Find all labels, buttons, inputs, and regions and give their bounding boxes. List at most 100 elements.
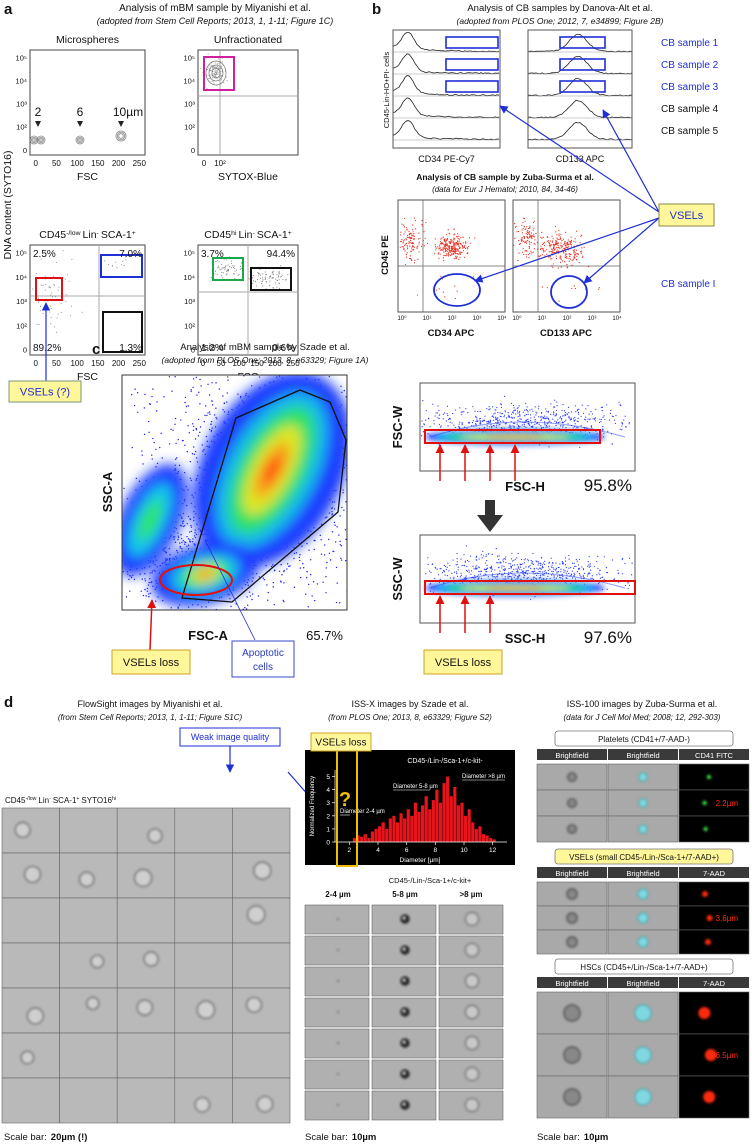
event-dot bbox=[582, 255, 584, 257]
event-dot bbox=[264, 276, 266, 278]
event-dot bbox=[540, 427, 542, 429]
event-dot bbox=[587, 266, 590, 268]
event-dot bbox=[149, 578, 151, 580]
event-dot bbox=[551, 251, 553, 253]
event-dot bbox=[170, 428, 172, 430]
event-dot bbox=[588, 566, 590, 568]
event-dot bbox=[543, 251, 545, 253]
cell bbox=[704, 1049, 717, 1061]
event-dot bbox=[531, 252, 533, 254]
event-dot bbox=[187, 606, 190, 608]
event-dot bbox=[440, 425, 442, 427]
event-dot bbox=[36, 272, 38, 274]
event-dot bbox=[205, 435, 208, 438]
label: (adopted from Stem Cell Reports; 2013, 1… bbox=[97, 16, 333, 26]
event-dot bbox=[252, 275, 254, 277]
event-dot bbox=[169, 348, 170, 349]
event-dot bbox=[50, 317, 52, 319]
event-dot bbox=[571, 287, 573, 290]
event-dot bbox=[156, 401, 158, 403]
event-dot bbox=[344, 529, 347, 531]
event-dot bbox=[400, 240, 403, 242]
event-dot bbox=[581, 234, 583, 237]
event-dot bbox=[526, 234, 529, 236]
event-dot bbox=[511, 402, 513, 405]
event-dot bbox=[198, 615, 199, 616]
event-dot bbox=[544, 570, 546, 572]
event-dot bbox=[305, 576, 308, 579]
event-dot bbox=[510, 558, 513, 560]
event-dot bbox=[550, 250, 552, 253]
event-dot bbox=[428, 570, 431, 572]
event-dot bbox=[296, 372, 297, 373]
gate bbox=[212, 257, 244, 281]
event-dot bbox=[621, 425, 623, 427]
gate-polygon bbox=[181, 389, 347, 603]
event-dot bbox=[603, 415, 605, 417]
event-dot bbox=[115, 562, 116, 563]
event-dot bbox=[201, 444, 203, 446]
event-dot bbox=[309, 287, 310, 288]
event-dot bbox=[355, 350, 356, 351]
event-dot bbox=[93, 548, 94, 549]
event-dot bbox=[313, 548, 315, 551]
event-dot bbox=[281, 324, 282, 325]
event-dot bbox=[278, 271, 280, 273]
event-dot bbox=[535, 578, 538, 580]
event-dot bbox=[556, 401, 558, 403]
event-dot bbox=[50, 305, 52, 307]
event-dot bbox=[564, 557, 566, 559]
event-dot bbox=[491, 578, 494, 581]
event-dot bbox=[182, 439, 184, 442]
event-dot bbox=[448, 570, 450, 572]
event-dot bbox=[101, 585, 102, 586]
event-dot bbox=[500, 406, 503, 408]
histogram-bar bbox=[489, 838, 493, 842]
event-dot bbox=[553, 406, 555, 408]
event-dot bbox=[580, 415, 582, 417]
event-dot bbox=[446, 405, 449, 407]
event-dot bbox=[112, 562, 113, 563]
event-dot bbox=[177, 438, 179, 441]
event-dot bbox=[587, 575, 589, 577]
event-dot bbox=[517, 552, 519, 555]
event-dot bbox=[419, 237, 421, 240]
event-dot bbox=[554, 406, 556, 408]
event-dot bbox=[188, 531, 191, 533]
event-dot bbox=[410, 251, 412, 253]
event-dot bbox=[345, 538, 347, 541]
event-dot bbox=[55, 261, 57, 263]
callout-box bbox=[310, 732, 372, 752]
event-dot bbox=[212, 77, 214, 79]
event-dot bbox=[574, 423, 576, 425]
event-dot bbox=[561, 247, 563, 249]
event-dot bbox=[501, 567, 503, 569]
event-dot bbox=[442, 247, 444, 249]
event-dot bbox=[349, 461, 350, 462]
pointer-line bbox=[204, 539, 256, 641]
event-dot bbox=[468, 237, 471, 239]
cell-image bbox=[174, 942, 233, 989]
event-dot bbox=[540, 557, 543, 559]
event-dot bbox=[425, 573, 427, 575]
cell bbox=[637, 936, 649, 948]
event-dot bbox=[502, 561, 504, 563]
event-dot bbox=[479, 420, 481, 422]
event-dot bbox=[65, 294, 67, 296]
event-dot bbox=[220, 75, 222, 77]
callout-text: VSELs (?) bbox=[20, 386, 70, 398]
event-dot bbox=[207, 412, 209, 414]
event-dot bbox=[468, 422, 470, 424]
event-dot bbox=[533, 416, 535, 418]
event-dot bbox=[345, 396, 347, 398]
event-dot bbox=[480, 570, 483, 572]
event-dot bbox=[556, 571, 558, 573]
event-dot bbox=[180, 613, 181, 614]
label-part: CD45 bbox=[204, 229, 231, 241]
event-dot bbox=[452, 248, 454, 250]
event-dot bbox=[354, 475, 355, 476]
event-dot bbox=[552, 249, 554, 251]
event-dot bbox=[547, 570, 549, 572]
event-dot bbox=[406, 256, 408, 258]
event-dot bbox=[423, 231, 425, 233]
